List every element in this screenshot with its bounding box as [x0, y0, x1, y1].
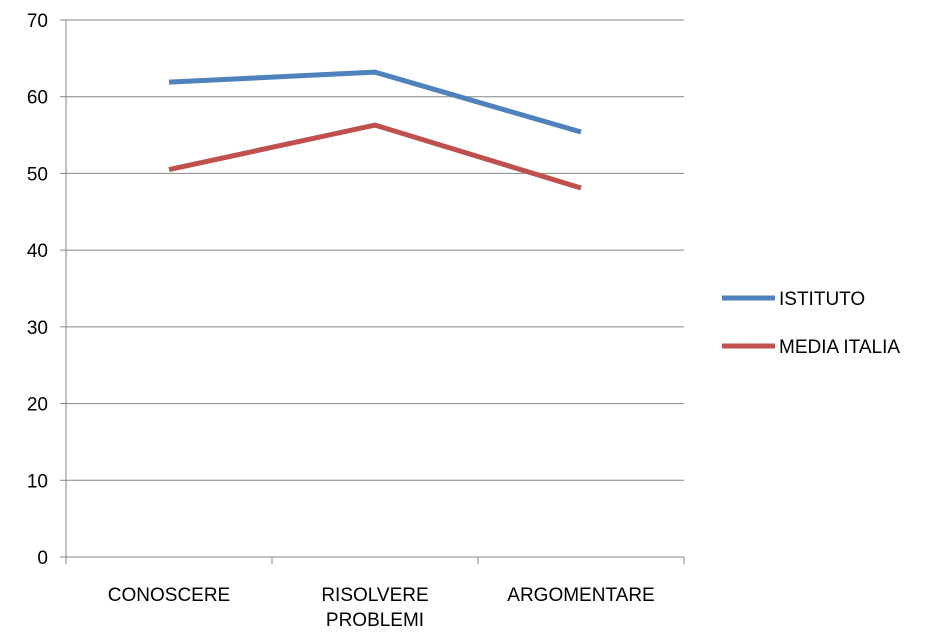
legend: ISTITUTO MEDIA ITALIA — [722, 289, 900, 358]
x-tick-label: CONOSCERE — [108, 585, 230, 606]
legend-label: MEDIA ITALIA — [779, 337, 900, 358]
x-tick-label: PROBLEMI — [326, 610, 424, 631]
y-tick-label: 0 — [37, 548, 48, 569]
y-tick-label: 30 — [27, 318, 48, 339]
y-tick-label: 70 — [27, 11, 48, 32]
y-tick-label: 10 — [27, 471, 48, 492]
series-line-istituto — [168, 69, 582, 135]
y-tick-label: 60 — [27, 88, 48, 109]
series-lines — [168, 69, 582, 191]
x-tick-label: ARGOMENTARE — [507, 585, 654, 606]
y-tick-label: 40 — [27, 241, 48, 262]
y-tick-label: 20 — [27, 395, 48, 416]
x-axis-ticks: CONOSCERE RISOLVERE PROBLEMI ARGOMENTARE — [65, 557, 685, 631]
y-axis-ticks: 0 10 20 30 40 50 60 70 — [27, 11, 66, 569]
legend-label: ISTITUTO — [779, 289, 865, 310]
axes — [65, 20, 684, 558]
series-line-media-italia — [168, 122, 582, 191]
gridlines — [66, 19, 684, 481]
y-tick-label: 50 — [27, 164, 48, 185]
x-tick-label: RISOLVERE — [321, 585, 428, 606]
